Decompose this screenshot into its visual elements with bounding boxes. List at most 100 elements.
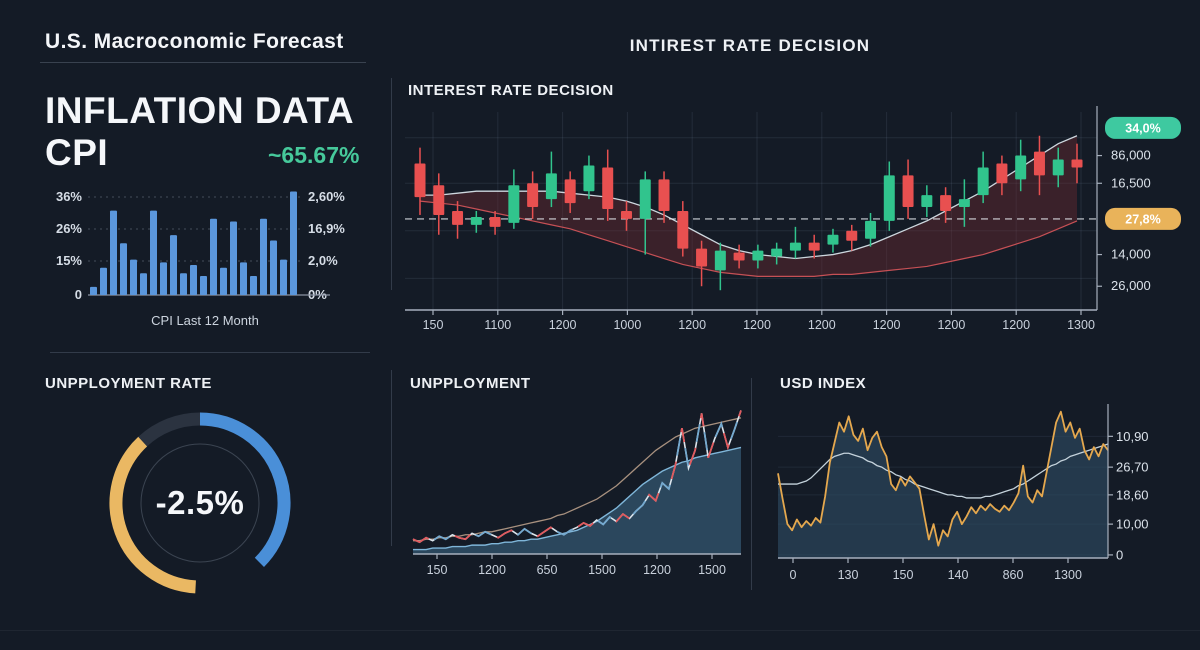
candle-up (883, 175, 895, 221)
cpi-left-tick: 0 (75, 287, 82, 302)
usd-x-tick: 150 (893, 568, 914, 582)
candle-right-axis-label: 86,000 (1111, 148, 1151, 163)
candle-right-axis-label: 16,500 (1111, 175, 1151, 190)
cpi-bar (130, 259, 137, 295)
candle-down (433, 185, 445, 215)
candle-x-tick: 1200 (549, 318, 577, 332)
cpi-bar (90, 286, 97, 295)
gauge-segment-blue (199, 412, 291, 567)
candle-down (489, 216, 501, 227)
candle-x-tick: 1200 (937, 318, 965, 332)
cpi-bar-chart-svg: 36% 2,60%26% 16,9%15% 2,0%0 0% (56, 189, 345, 302)
candle-down (677, 211, 689, 249)
candle-down (996, 163, 1008, 184)
usd-x-tick: 1300 (1054, 568, 1082, 582)
inflation-heading-line2: CPI (45, 132, 109, 173)
unemployment-gauge: -2.5% (95, 398, 305, 608)
candle-x-tick: 1200 (873, 318, 901, 332)
usd-panel-title: USD INDEX (780, 375, 867, 392)
gauge-ring (95, 398, 305, 608)
price-badge (1105, 207, 1181, 230)
interest-rate-candlestick-chart: 150 1100 1200 1000 1200 1200 1200 1200 1200 1200 1… (405, 102, 1195, 337)
cpi-left-tick: 36% (56, 189, 82, 204)
candle-right-axis-label: 14,000 (1111, 247, 1151, 262)
unemployment-jagged-blue (412, 410, 742, 544)
candle-down (733, 252, 745, 261)
usd-price-line (777, 410, 1109, 547)
unemployment-jagged-red (412, 410, 742, 544)
cpi-right-tick: 2,0% (308, 253, 338, 268)
cpi-bar (180, 273, 187, 295)
unemployment-x-tick: 650 (537, 563, 558, 577)
candle-up (1052, 159, 1064, 176)
candle-down (902, 175, 914, 208)
usd-index-svg: 0 130 150 140 860 1300 10,90 26,70 18,60 10,00 0 (777, 404, 1149, 582)
cpi-bar (250, 275, 257, 295)
unemployment-x-tick: 1500 (588, 563, 616, 577)
usd-x-tick: 860 (1003, 568, 1024, 582)
candle-x-tick: 1200 (743, 318, 771, 332)
cpi-right-tick: 2,60% (308, 189, 345, 204)
cpi-bar (170, 235, 177, 295)
usd-y-tick: 0 (1116, 547, 1123, 562)
unemployment-x-tick: 1200 (478, 563, 506, 577)
usd-x-tick: 130 (838, 568, 859, 582)
candle-x-tick: 1000 (613, 318, 641, 332)
cpi-bar (110, 210, 117, 295)
candle-down (414, 163, 426, 198)
cpi-bar (140, 273, 147, 295)
cpi-left-tick: 26% (56, 221, 82, 236)
main-vertical-divider-top (391, 78, 392, 290)
gauge-segment-dark (138, 412, 201, 447)
candle-down (527, 183, 539, 208)
unemployment-x-tick: 1200 (643, 563, 671, 577)
cpi-bar (260, 218, 267, 295)
unemployment-svg: 150 1200 650 1500 1200 1500 (412, 410, 742, 577)
unemployment-x-tick: 1500 (698, 563, 726, 577)
candle-band-lower-line (419, 200, 1078, 277)
gauge-svg (109, 412, 291, 594)
candle-down (658, 179, 670, 211)
candle-x-tick: 150 (423, 318, 444, 332)
cpi-bar (190, 265, 197, 295)
candle-up (865, 220, 877, 239)
cpi-left-tick: 15% (56, 253, 82, 268)
inflation-highlight-value: ~65.67% (268, 142, 360, 168)
bottom-edge-line (0, 630, 1200, 631)
candle-x-tick: 1200 (808, 318, 836, 332)
cpi-bar (200, 275, 207, 295)
cpi-caption: CPI Last 12 Month (151, 313, 259, 328)
price-badge-label: 34,0% (1125, 121, 1160, 135)
gauge-panel-title: UNPPLOYMENT RATE (45, 375, 212, 392)
candle-x-tick: 1300 (1067, 318, 1095, 332)
cpi-bar (290, 191, 297, 295)
price-badge (1105, 116, 1181, 139)
cpi-bar (100, 267, 107, 295)
cpi-bar (270, 240, 277, 295)
candle-up (1015, 155, 1027, 180)
candle-up (789, 242, 801, 251)
cpi-bar (230, 221, 237, 295)
candle-x-tick: 1100 (484, 318, 511, 332)
unemployment-trend-line (413, 417, 742, 542)
candlestick-svg: 150 1100 1200 1000 1200 1200 1200 1200 1200 1200 1… (405, 106, 1181, 332)
cpi-bar (150, 210, 157, 295)
candle-right-axis-label: 26,000 (1111, 278, 1151, 293)
header-underline (40, 62, 366, 63)
candle-down (1071, 159, 1083, 168)
cpi-bar (160, 262, 167, 295)
candle-down (1033, 151, 1045, 176)
candle-up (470, 216, 482, 225)
candle-panel-title: INTEREST RATE DECISION (408, 82, 614, 99)
candle-down (452, 211, 464, 225)
usd-y-tick: 10,00 (1116, 517, 1149, 532)
unemployment-x-tick: 150 (427, 563, 448, 577)
candle-up (583, 165, 595, 192)
unemployment-panel-title: UNPPLOYMENT (410, 375, 531, 392)
cpi-bar (240, 262, 247, 295)
candle-up (508, 185, 520, 223)
candle-up (771, 248, 783, 257)
candle-down (696, 248, 708, 267)
page-title: U.S. Macroconomic Forecast (45, 30, 344, 53)
unemployment-area-line (413, 446, 742, 551)
